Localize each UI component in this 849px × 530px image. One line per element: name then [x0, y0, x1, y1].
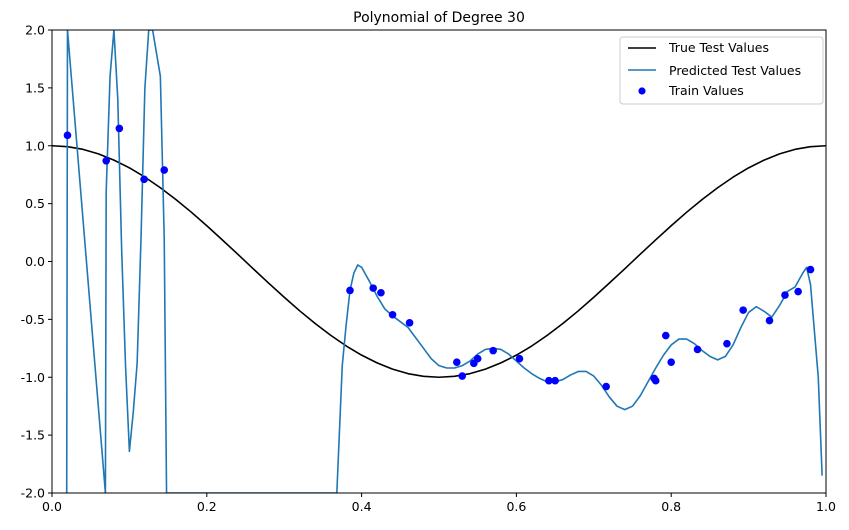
y-tick-label: -1.0 — [21, 370, 45, 385]
y-tick-label: 1.5 — [25, 80, 45, 95]
train-point — [405, 319, 414, 327]
true-test-line — [52, 144, 826, 379]
train-point — [765, 316, 774, 325]
legend-true-label: True Test Values — [668, 40, 769, 55]
train-point — [806, 265, 815, 274]
train-point — [693, 345, 702, 354]
train-point — [369, 284, 378, 292]
y-tick-label: -0.5 — [21, 312, 45, 327]
ticks-layer: 0.0 0.2 0.4 0.6 0.8 1.0 -2.0 -1.5 -1.0 -0.5 0.0 0.5… — [21, 23, 836, 515]
train-point — [794, 287, 802, 296]
train-point — [545, 376, 553, 385]
train-point — [723, 339, 731, 348]
legend-frame — [619, 36, 824, 105]
train-point — [661, 331, 670, 340]
y-tick-label: 1.0 — [25, 138, 45, 153]
y-tick-label: 0.5 — [25, 196, 45, 211]
x-tick-label: 0.2 — [197, 499, 217, 514]
train-point — [602, 382, 610, 391]
y-tick-label: 0.0 — [25, 254, 45, 269]
train-point — [346, 286, 354, 295]
train-point — [515, 354, 524, 363]
train-point — [140, 175, 148, 184]
y-tick-label: -1.5 — [21, 428, 45, 443]
legend-predicted-label: Predicted Test Values — [669, 63, 801, 78]
train-point — [453, 358, 461, 367]
train-point — [102, 157, 110, 165]
chart-title: Polynomial of Degree 30 — [353, 10, 525, 26]
legend: True Test Values Predicted Test Values T… — [619, 36, 824, 105]
y-tick-label: 2.0 — [25, 23, 45, 38]
train-point — [377, 288, 385, 297]
legend-train-marker — [638, 87, 646, 95]
x-tick-label: 0.0 — [42, 499, 62, 514]
train-point — [781, 291, 789, 299]
train-point — [551, 376, 559, 385]
y-tick-label: -2.0 — [21, 486, 45, 501]
train-point — [63, 131, 72, 140]
train-point — [739, 306, 747, 314]
x-tick-label: 0.6 — [506, 499, 526, 514]
train-point — [651, 376, 660, 385]
predicted-test-line — [65, 30, 823, 493]
train-point — [489, 346, 497, 355]
legend-train-label: Train Values — [668, 83, 744, 98]
x-tick-label: 0.8 — [661, 499, 681, 514]
train-point — [115, 124, 124, 133]
series-layer — [52, 30, 826, 493]
x-tick-label: 1.0 — [816, 499, 836, 514]
x-tick-label: 0.4 — [352, 499, 372, 514]
train-point — [160, 166, 169, 174]
train-point — [473, 354, 482, 363]
train-point — [667, 358, 675, 367]
train-point — [458, 372, 467, 380]
train-point — [388, 310, 397, 319]
